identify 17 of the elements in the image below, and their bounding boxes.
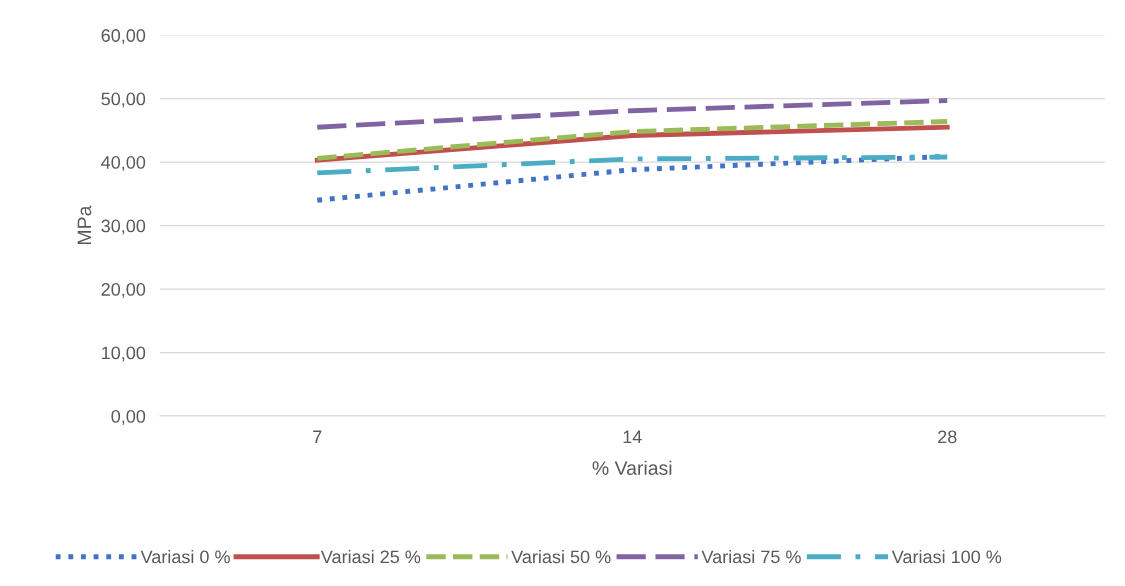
legend-label: Variasi 100 % — [891, 549, 1002, 564]
y-tick-label: 60,00 — [101, 29, 146, 45]
x-tick-label: 7 — [313, 430, 322, 444]
y-tick-label: 20,00 — [101, 283, 146, 298]
x-tick-label: 28 — [938, 430, 957, 444]
y-tick-label: 0,00 — [111, 409, 146, 425]
y-tick-label: 10,00 — [102, 346, 146, 362]
x-axis-title: % Variasi — [592, 460, 672, 475]
legend-label: Variasi 25 % — [320, 549, 421, 564]
legend-label: Variasi 75 % — [701, 549, 801, 564]
x-tick-label: 14 — [623, 430, 642, 444]
legend-label: Variasi 50 % — [511, 549, 611, 564]
y-axis-title: MPa — [77, 205, 92, 244]
y-tick-label: 50,00 — [101, 92, 146, 108]
y-tick-label: 40,00 — [101, 156, 146, 171]
y-tick-label: 30,00 — [101, 219, 146, 235]
legend-label: Variasi 0 % — [140, 549, 230, 564]
